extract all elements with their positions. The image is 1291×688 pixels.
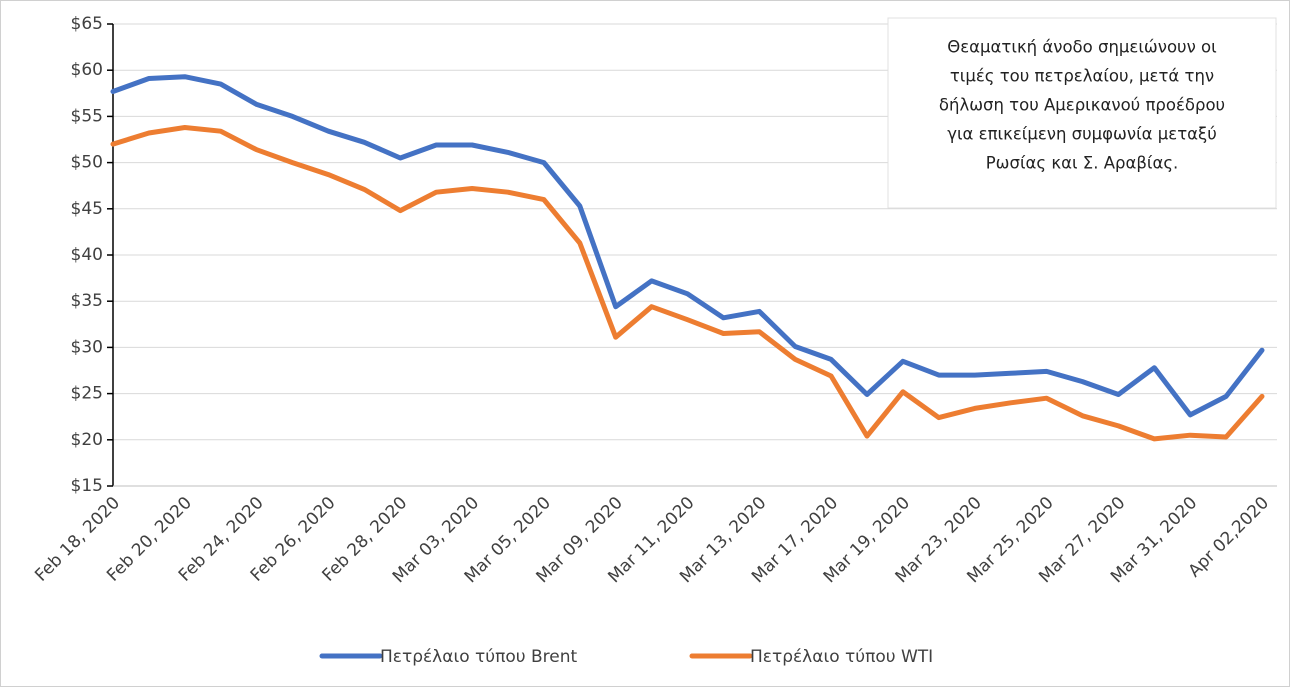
y-tick-label: $55 xyxy=(71,106,103,126)
y-tick-label: $50 xyxy=(71,153,103,173)
legend-label: Πετρέλαιο τύπου Brent xyxy=(380,647,577,667)
y-tick-label: $45 xyxy=(71,199,103,219)
annotation-line: Ρωσίας και Σ. Αραβίας. xyxy=(986,154,1179,173)
y-tick-label: $30 xyxy=(71,337,103,357)
annotation-line: τιμές του πετρελαίου, μετά την xyxy=(950,67,1214,86)
y-tick-label: $60 xyxy=(71,60,103,80)
annotation-line: δήλωση του Αμερικανού προέδρου xyxy=(939,96,1225,115)
legend-label: Πετρέλαιο τύπου WTI xyxy=(750,647,933,667)
y-tick-label: $35 xyxy=(71,291,103,311)
y-tick-label: $25 xyxy=(71,384,103,404)
y-tick-label: $40 xyxy=(71,245,103,265)
y-tick-label: $15 xyxy=(71,476,103,496)
y-tick-label: $20 xyxy=(71,430,103,450)
annotation: Θεαματική άνοδο σημειώνουν οι τιμές του π… xyxy=(887,17,1277,209)
annotation-line: για επικείμενη συμφωνία μεταξύ xyxy=(947,125,1217,144)
y-tick-label: $65 xyxy=(71,14,103,34)
series-line xyxy=(110,125,1265,442)
annotation-box xyxy=(887,17,1277,209)
annotation-line: Θεαματική άνοδο σημειώνουν οι xyxy=(947,38,1217,57)
series-line xyxy=(110,74,1265,418)
